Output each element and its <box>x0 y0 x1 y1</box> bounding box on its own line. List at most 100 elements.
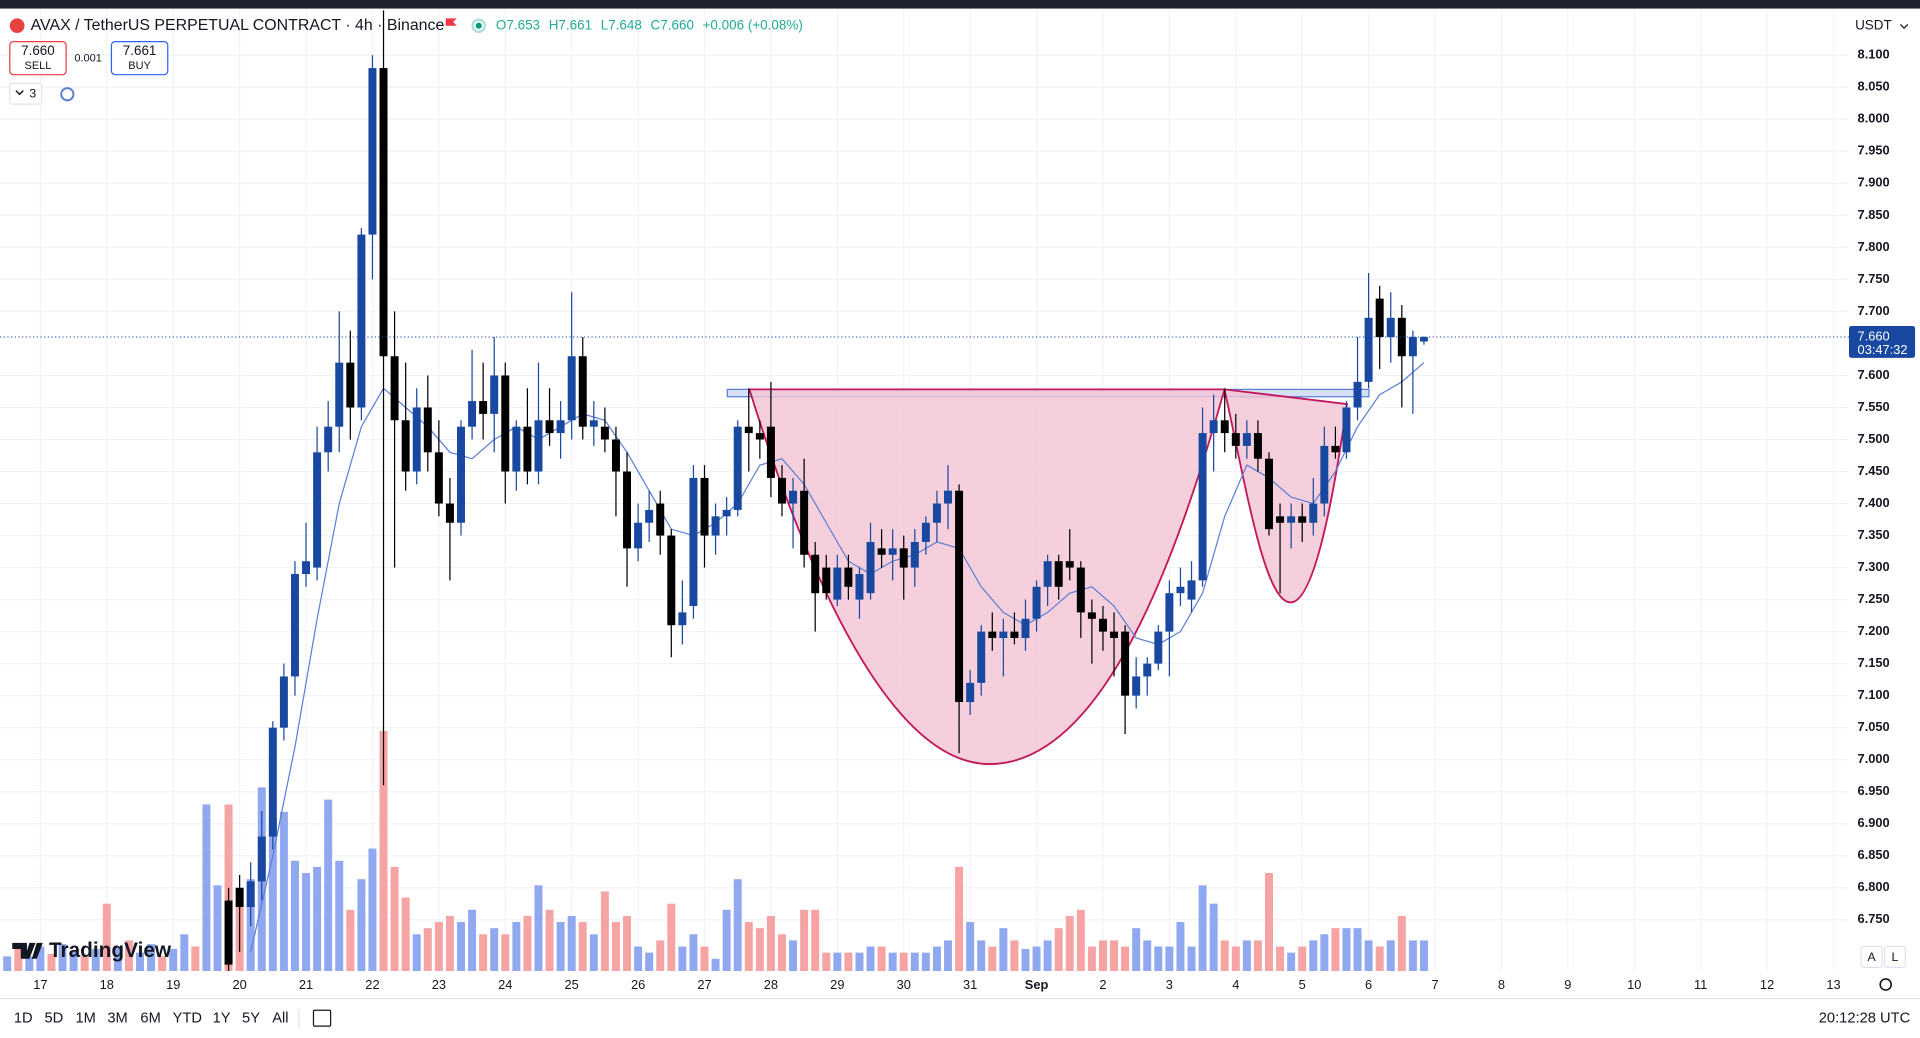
volume-bar <box>589 934 598 972</box>
symbol-title: AVAX / TetherUS PERPETUAL CONTRACT · 4h … <box>31 17 445 34</box>
candle-body <box>479 401 488 414</box>
candle-body <box>556 420 565 434</box>
volume-bar <box>512 922 521 972</box>
x-tick-label: 17 <box>33 977 47 992</box>
countdown: 03:47:32 <box>1858 342 1908 357</box>
volume-bar <box>158 956 167 972</box>
volume-bar <box>124 940 133 972</box>
range-button[interactable]: 1Y <box>213 1011 231 1027</box>
currency[interactable]: USDT <box>1855 17 1892 32</box>
volume-bar <box>822 952 831 972</box>
candle-body <box>855 573 864 600</box>
volume-bar <box>645 952 654 972</box>
candle-body <box>800 490 809 555</box>
volume-bar <box>36 946 45 972</box>
candle-body <box>445 503 454 523</box>
candle-body <box>501 375 510 472</box>
volume-bar <box>1143 940 1152 972</box>
volume-bar <box>202 804 211 972</box>
y-tick-label: 6.850 <box>1858 847 1890 862</box>
volume-bar <box>169 948 178 972</box>
indicator-count: 3 <box>29 87 36 101</box>
volume-bar <box>744 922 753 972</box>
range-button[interactable]: 5D <box>44 1011 63 1027</box>
candle-body <box>268 727 277 837</box>
settings-icon[interactable] <box>1879 978 1893 991</box>
chevron <box>15 90 24 96</box>
candle-body <box>1408 337 1417 357</box>
candle-body <box>910 541 919 568</box>
candle-body <box>944 490 952 504</box>
volume-bar <box>966 922 975 972</box>
volume-bar <box>1132 928 1141 972</box>
log-scale-label: L <box>1891 950 1898 964</box>
volume-bar <box>58 944 67 972</box>
volume-bar <box>888 952 897 972</box>
candle-body <box>1276 516 1285 523</box>
volume-bar <box>191 946 200 972</box>
volume-bar <box>1098 940 1107 972</box>
auto-scale[interactable] <box>1860 945 1883 968</box>
x-tick-label: 2 <box>1099 977 1106 992</box>
candle-body <box>611 439 620 472</box>
sell-label: SELL <box>24 60 51 72</box>
volume-bar <box>689 934 698 972</box>
last-price-badge <box>1848 326 1916 358</box>
y-tick-label: 7.150 <box>1858 655 1890 670</box>
candle-body <box>1010 631 1019 639</box>
y-tick-label: 7.000 <box>1858 751 1890 766</box>
volume-bar <box>1320 934 1329 972</box>
sell-button[interactable] <box>9 41 67 76</box>
indicators-toggle[interactable] <box>9 82 43 105</box>
candle-body <box>755 433 764 440</box>
candle-body <box>224 900 233 965</box>
auto-scale-label: A <box>1868 950 1877 964</box>
candle-body <box>1043 561 1052 587</box>
range-button[interactable]: 5Y <box>242 1011 260 1027</box>
ma-line <box>250 362 1425 952</box>
volume-bar <box>1154 946 1163 972</box>
x-tick-label: 10 <box>1627 977 1641 992</box>
range-button[interactable]: 1M <box>76 1011 96 1027</box>
x-tick-label: 28 <box>764 977 778 992</box>
candle-body <box>689 477 698 606</box>
volume-bar <box>1265 873 1273 972</box>
candle-body <box>346 362 355 408</box>
buy-price: 7.661 <box>123 43 157 58</box>
log-scale[interactable] <box>1883 945 1906 968</box>
range-button[interactable]: 3M <box>107 1011 127 1027</box>
ohlc-close: C7.660 <box>651 17 694 32</box>
candle-body <box>1220 420 1229 434</box>
candle-body <box>1198 433 1207 581</box>
x-tick-label: 25 <box>565 977 579 992</box>
candle-body <box>645 509 654 523</box>
candle-body <box>1353 381 1362 408</box>
candle-body <box>468 401 477 427</box>
candle-body <box>1287 516 1296 523</box>
volume-bar <box>147 944 156 972</box>
x-tick-label: 18 <box>100 977 114 992</box>
volume-bar <box>401 897 410 972</box>
volume-bar <box>777 934 786 972</box>
calendar-icon[interactable] <box>312 1009 332 1027</box>
currency-chevron <box>1899 24 1909 30</box>
range-button[interactable]: 6M <box>140 1011 160 1027</box>
y-tick-label: 7.550 <box>1858 399 1890 414</box>
volume-bar <box>700 946 709 972</box>
range-button[interactable]: All <box>272 1011 288 1027</box>
buy-button[interactable] <box>110 41 169 76</box>
volume-bar <box>1331 928 1340 972</box>
volume-bar <box>899 952 908 972</box>
volume-bar <box>1209 903 1218 972</box>
volume-bar <box>611 922 620 972</box>
candle-body <box>457 426 465 523</box>
range-button[interactable]: YTD <box>173 1011 202 1027</box>
range-button[interactable]: 1D <box>14 1011 33 1027</box>
volume-bar <box>279 811 288 972</box>
volume-bar <box>722 909 731 972</box>
sync-icon[interactable] <box>60 87 75 102</box>
candle-body <box>523 426 532 472</box>
candle-body <box>921 522 930 542</box>
y-tick-label: 7.850 <box>1858 207 1890 222</box>
